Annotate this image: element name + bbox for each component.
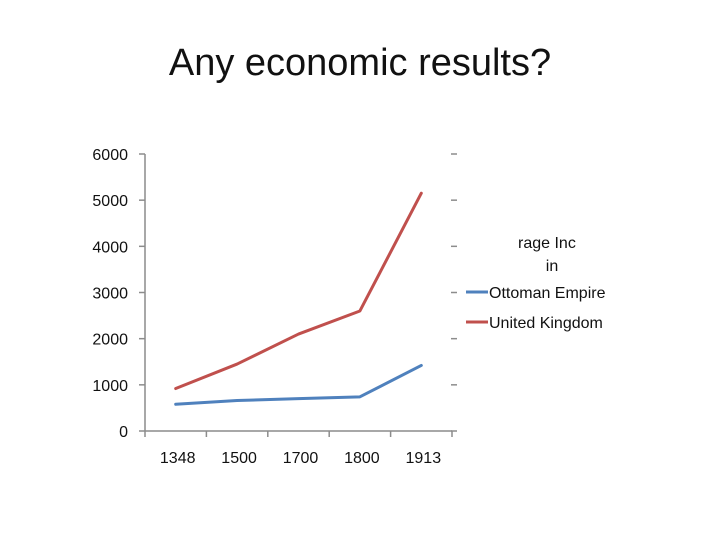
series-line-ottoman-empire xyxy=(174,363,423,406)
series-lines xyxy=(174,191,423,406)
slide-title: Any economic results? xyxy=(168,42,552,84)
legend-label-united-kingdom: United Kingdom xyxy=(489,315,603,332)
y-tick-label: 0 xyxy=(119,424,128,441)
x-tick-label: 1500 xyxy=(221,450,257,467)
x-tick-label: 1800 xyxy=(344,450,380,467)
y-tick-label: 2000 xyxy=(92,332,128,349)
legend-label-ottoman-empire: Ottoman Empire xyxy=(489,285,606,302)
legend-title-line: in xyxy=(546,258,558,275)
x-tick-label: 1348 xyxy=(160,450,196,467)
y-tick-label: 6000 xyxy=(92,147,128,164)
series-line-united-kingdom xyxy=(174,191,423,391)
y-tick-label: 1000 xyxy=(92,378,128,395)
x-tick-label: 1913 xyxy=(406,450,442,467)
legend: rage Inc in Ottoman Empire United Kingdom xyxy=(466,235,606,332)
y-tick-label: 5000 xyxy=(92,193,128,210)
axes: 0 1000 2000 3000 4000 5000 6000 1348 1500 1700 180… xyxy=(92,147,457,467)
legend-title-line: rage Inc xyxy=(518,235,576,252)
y-tick-label: 3000 xyxy=(92,286,128,303)
x-tick-label: 1700 xyxy=(283,450,319,467)
legend-title-group: rage Inc in xyxy=(518,235,576,275)
y-tick-label: 4000 xyxy=(92,239,128,256)
